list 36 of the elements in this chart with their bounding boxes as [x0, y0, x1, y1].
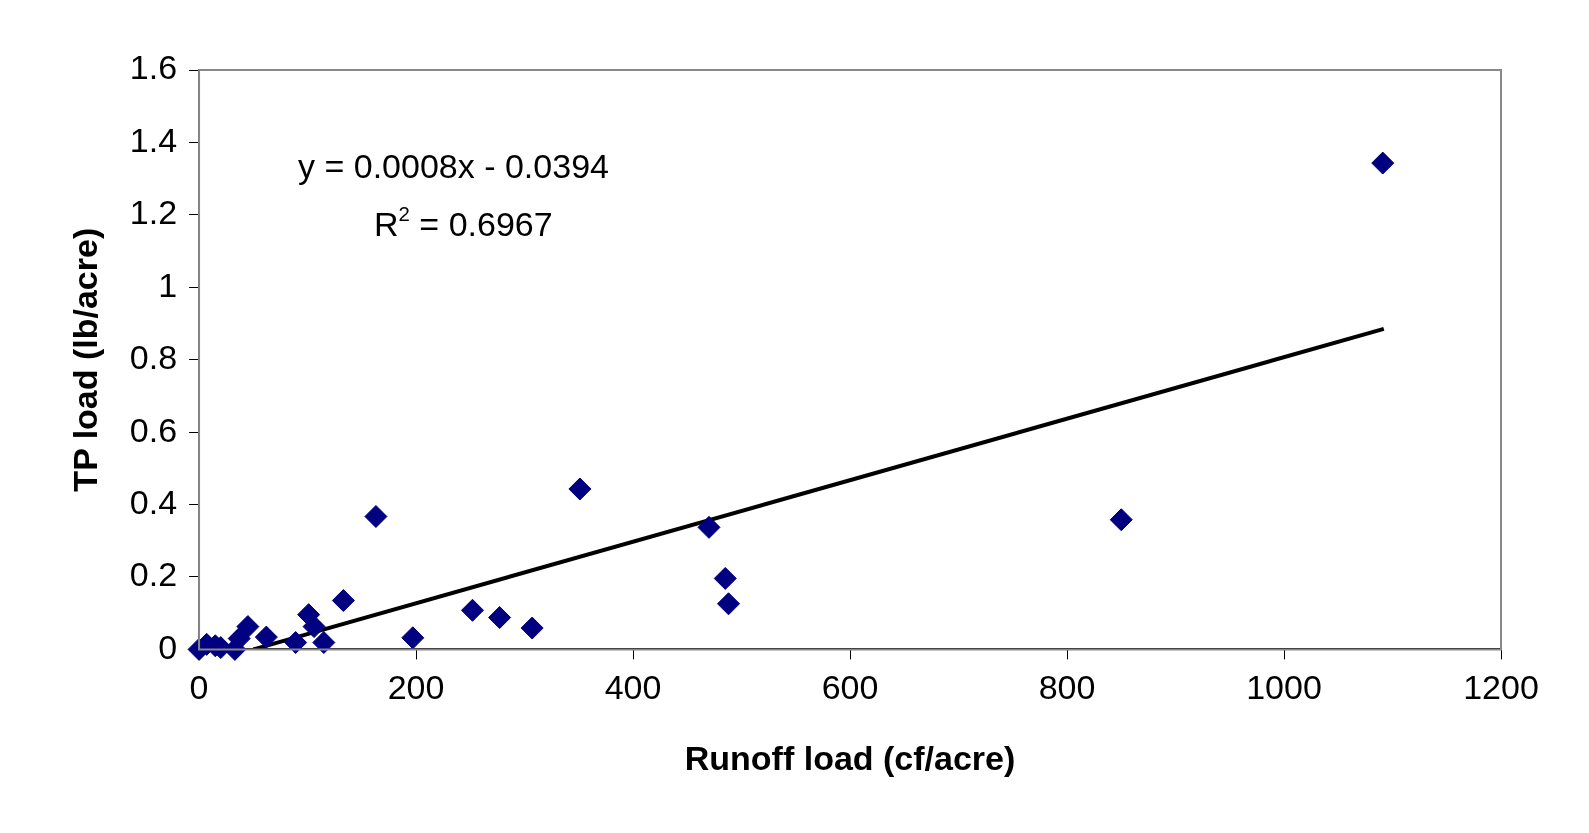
point [713, 566, 737, 590]
point [520, 616, 544, 640]
point [254, 625, 278, 649]
point [717, 592, 741, 616]
x-axis-title: Runoff load (cf/acre) [684, 738, 1016, 777]
y-axis-title: TP load (lb/acre) [65, 227, 104, 492]
x-tick-label: 0 [189, 668, 209, 707]
x-tick-label: 1000 [1246, 668, 1322, 707]
x-tick-label: 600 [821, 668, 879, 707]
x-tick-label: 800 [1038, 668, 1096, 707]
point [401, 626, 425, 650]
x-tick-label: 1200 [1463, 668, 1539, 707]
point [284, 631, 308, 655]
point [488, 606, 512, 630]
x-tick-label: 200 [387, 668, 445, 707]
y-tick-label: 0 [158, 627, 178, 666]
y-tick-label: 1.4 [129, 120, 178, 159]
y-tick-label: 0.2 [129, 555, 178, 594]
y-tick-label: 1.6 [129, 48, 178, 87]
y-tick-label: 0.4 [129, 482, 178, 521]
point [1109, 508, 1133, 532]
point [364, 505, 388, 528]
point [236, 615, 260, 639]
y-tick-label: 1.2 [129, 193, 178, 232]
point [302, 615, 326, 639]
point [331, 589, 355, 613]
point [568, 477, 592, 501]
annotation: y = 0.0008x - 0.0394 [298, 147, 609, 185]
y-tick-label: 0.6 [129, 410, 178, 449]
x-tick-label: 400 [604, 668, 662, 707]
y-tick-label: 0.8 [129, 338, 178, 377]
point [312, 631, 336, 655]
point [460, 598, 484, 622]
y-tick-label: 1 [158, 265, 178, 304]
point [1371, 151, 1395, 175]
point [697, 515, 721, 539]
